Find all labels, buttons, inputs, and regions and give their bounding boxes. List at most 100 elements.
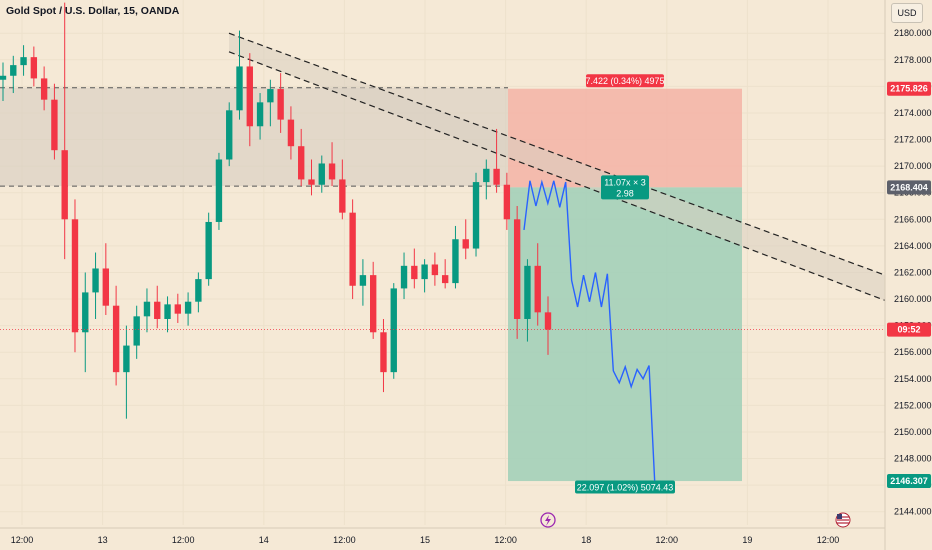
- candle-body: [195, 279, 202, 302]
- candle-body: [10, 65, 17, 76]
- take-profit-zone: [508, 187, 742, 482]
- x-tick-label: 12:00: [817, 535, 840, 545]
- y-tick-label: 2178.000: [894, 55, 932, 65]
- price-marker: 2146.307: [887, 474, 931, 489]
- y-tick-label: 2166.000: [894, 214, 932, 224]
- candle-body: [20, 57, 27, 66]
- candle-body: [51, 99, 58, 151]
- candle-body: [431, 264, 439, 276]
- candle-body: [339, 179, 346, 213]
- candle-body: [246, 66, 253, 127]
- y-tick-label: 2180.000: [894, 28, 932, 38]
- candle-body: [359, 275, 367, 286]
- price-marker: 2175.826: [887, 81, 931, 96]
- entry-label-text: 11.07x × 3: [604, 177, 646, 187]
- price-marker-label: 2175.826: [890, 84, 928, 94]
- candle-body: [287, 119, 295, 147]
- candle-body: [349, 212, 356, 286]
- candle-body: [534, 265, 541, 313]
- candle-body: [380, 332, 387, 373]
- price-marker: 2168.404: [887, 180, 931, 195]
- candle-body: [164, 304, 171, 319]
- candle-body: [123, 345, 130, 373]
- x-tick-label: 12:00: [172, 535, 195, 545]
- target-label: 22.097 (1.02%) 5074.43: [575, 480, 675, 494]
- lightning-icon-glyph: [545, 515, 551, 526]
- y-tick-label: 2172.000: [894, 135, 932, 145]
- y-tick-label: 2152.000: [894, 400, 932, 410]
- currency-button[interactable]: USD: [891, 3, 923, 23]
- lightning-icon[interactable]: [540, 512, 556, 528]
- target-label-bg: [575, 480, 675, 494]
- entry-label-text: 2.98: [616, 188, 634, 198]
- candle-layer: [0, 2, 552, 419]
- candle-body: [308, 179, 315, 185]
- candle-body: [318, 163, 325, 185]
- x-tick-label: 15: [420, 535, 430, 545]
- candle-body: [133, 316, 140, 346]
- candle-body: [71, 219, 79, 333]
- x-tick-label: 18: [581, 535, 591, 545]
- x-tick-label: 12:00: [333, 535, 356, 545]
- stop-loss-zone: [508, 88, 742, 188]
- candle-body: [400, 265, 408, 289]
- overlay-layer: 7.422 (0.34%) 4975 22.097 (1.02%) 5074.43…: [0, 74, 885, 494]
- y-tick-label: 2164.000: [894, 241, 932, 251]
- candle-body: [61, 150, 68, 220]
- y-tick-label: 2156.000: [894, 347, 932, 357]
- candle-body: [462, 239, 469, 249]
- x-tick-label: 12:00: [11, 535, 34, 545]
- candle-body: [215, 159, 223, 222]
- candle-body: [298, 146, 305, 180]
- candle-body: [174, 304, 181, 314]
- x-tick-label: 14: [259, 535, 269, 545]
- candle-body: [524, 265, 531, 319]
- candle-body: [92, 268, 99, 293]
- y-tick-label: 2144.000: [894, 507, 932, 517]
- stop-label: 7.422 (0.34%) 4975: [585, 74, 665, 88]
- candle-body: [421, 264, 428, 280]
- x-tick-label: 13: [98, 535, 108, 545]
- candle-body: [390, 288, 397, 373]
- drawing-layer: [0, 32, 886, 482]
- candle-body: [503, 184, 511, 220]
- stop-label-bg: [586, 74, 664, 88]
- candle-body: [472, 182, 480, 249]
- candle-body: [411, 265, 418, 280]
- y-tick-label: 2162.000: [894, 267, 932, 277]
- channel-upper-line: [228, 32, 886, 276]
- candle-body: [0, 75, 7, 80]
- stop-label-text: 7.422 (0.34%) 4975: [585, 76, 664, 86]
- candle-body: [154, 301, 161, 319]
- candle-body: [30, 57, 38, 79]
- candle-body: [441, 275, 449, 284]
- y-tick-label: 2150.000: [894, 427, 932, 437]
- candle-body: [328, 163, 336, 180]
- candle-body: [184, 301, 192, 314]
- candle-body: [544, 312, 552, 330]
- candle-body: [493, 168, 500, 185]
- y-tick-label: 2160.000: [894, 294, 932, 304]
- candle-body: [143, 301, 151, 317]
- candle-body: [112, 305, 120, 373]
- candle-body: [513, 219, 521, 319]
- candle-body: [226, 110, 233, 160]
- price-marker: 09:52: [887, 322, 931, 337]
- candle-body: [40, 78, 48, 100]
- level-range-shade: [0, 87, 508, 187]
- price-marker-bg: [887, 180, 931, 195]
- x-tick-label: 12:00: [656, 535, 679, 545]
- price-marker-bg: [887, 474, 931, 489]
- entry-label: 11.07x × 32.98: [601, 175, 649, 200]
- candle-body: [102, 268, 110, 306]
- x-tick-label: 12:00: [494, 535, 517, 545]
- price-marker-label: 09:52: [897, 325, 920, 335]
- y-tick-label: 2154.000: [894, 374, 932, 384]
- candle-body: [205, 221, 212, 280]
- y-tick-label: 2148.000: [894, 454, 932, 464]
- candle-body: [267, 89, 274, 103]
- us-flag-canton: [837, 514, 842, 519]
